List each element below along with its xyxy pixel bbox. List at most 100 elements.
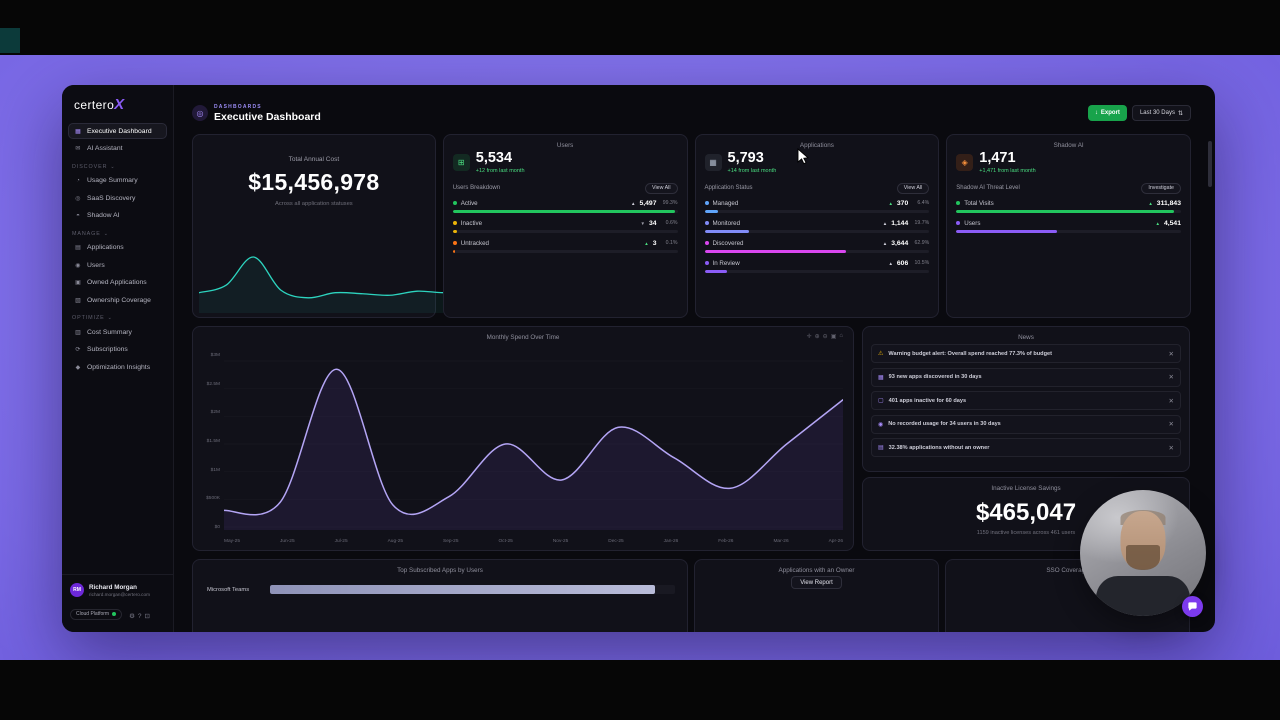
progress-track <box>452 229 678 233</box>
applications-metric: ▦ 5,793 +14 from last month <box>696 135 939 174</box>
dismiss-news-button[interactable]: ✕ <box>1168 374 1174 381</box>
apps-grid-icon[interactable]: ⊡ <box>144 613 150 620</box>
trend-arrow-icon: ▲ <box>882 220 888 226</box>
page-title: Executive Dashboard <box>214 110 321 123</box>
monthly-spend-chart[interactable] <box>224 353 843 530</box>
shadow-ai-row-users[interactable]: Users ▲ 4,541 <box>956 220 1181 233</box>
spend-chart-area <box>224 353 843 530</box>
x-tick-label: Apr-26 <box>828 539 843 544</box>
card-title: SSO Coverage <box>1046 567 1089 574</box>
stat-percent: 62.9% <box>914 240 930 246</box>
sidebar-item-usage-summary[interactable]: ◔ Usage Summary <box>68 173 167 189</box>
chart-tool-icon-4[interactable]: ⌂ <box>839 333 843 339</box>
export-label: Export <box>1100 110 1120 116</box>
news-item: ⚠ Warning budget alert: Overall spend rea… <box>871 344 1181 363</box>
progress-track <box>704 269 930 273</box>
view-report-button[interactable]: View Report <box>791 576 842 589</box>
users-count: 5,534 <box>475 150 513 166</box>
stat-label: Discovered <box>712 239 744 247</box>
user-email: richard.morgan@certero.com <box>89 591 151 597</box>
trend-arrow-icon: ▲ <box>1148 200 1153 206</box>
applications-row-in-review[interactable]: In Review ▲ 606 10.5% <box>704 259 930 273</box>
progress-track <box>452 209 678 213</box>
users-row-inactive[interactable]: Inactive ▼ 34 0.6% <box>452 219 678 233</box>
sidebar-item-label: Cost Summary <box>87 328 132 336</box>
help-icon[interactable]: ? <box>137 613 142 620</box>
shadow-ai-row-total-visits[interactable]: Total Visits ▲ 311,843 <box>956 200 1181 213</box>
sidebar-item-shadow-ai[interactable]: ◓ Shadow AI <box>68 208 167 224</box>
main-content: ◎ DASHBOARDS Executive Dashboard ↓ Expor… <box>174 85 1215 632</box>
view-all-applications-button[interactable]: View All <box>896 182 930 194</box>
chat-fab-button[interactable] <box>1182 596 1203 617</box>
stat-percent: 0.6% <box>665 220 678 226</box>
brand-logo: certero X <box>62 85 173 121</box>
stat-label: Inactive <box>460 219 483 227</box>
applications-row-monitored[interactable]: Monitored ▲ 1,144 19.7% <box>704 220 930 233</box>
platform-badge[interactable]: Cloud Platform <box>70 608 123 620</box>
applications-count: 5,793 <box>727 150 764 166</box>
chart-tool-icon-1[interactable]: ⊕ <box>814 334 820 340</box>
view-all-users-button[interactable]: View All <box>645 182 678 194</box>
sidebar-item-owned-applications[interactable]: ▣ Owned Applications <box>68 275 167 291</box>
card-applications: Applications ▦ 5,793 +14 from last month… <box>694 134 940 318</box>
sidebar-item-cost-summary[interactable]: ▥ Cost Summary <box>68 324 167 340</box>
sidebar-item-label: AI Assistant <box>87 145 123 152</box>
y-tick-label: $1.5M <box>206 438 220 444</box>
top-app-row: Microsoft Teams <box>193 560 687 594</box>
webcam-overlay <box>1080 490 1206 616</box>
chart-tool-icon-3[interactable]: ▣ <box>830 334 837 340</box>
nav-section-manage[interactable]: MANAGE ⌄ <box>72 231 163 237</box>
nav-section-optimize[interactable]: OPTIMIZE ⌄ <box>72 315 163 321</box>
webcam-person-shoulders <box>1096 576 1190 616</box>
dashboard-icon: ◎ <box>192 105 208 121</box>
progress-track <box>704 229 930 233</box>
sidebar-item-optimization-insights[interactable]: ◆ Optimization Insights <box>68 359 167 375</box>
users-row-active[interactable]: Active ▲ 5,497 99.3% <box>452 199 678 213</box>
stat-label: In Review <box>712 259 740 267</box>
card-title: Total Annual Cost <box>288 156 340 163</box>
sidebar-item-users[interactable]: ◉ Users <box>68 257 167 273</box>
users-row-untracked[interactable]: Untracked ▲ 3 0.1% <box>452 240 678 253</box>
stat-percent: 99.3% <box>662 200 678 206</box>
chart-tool-icon-0[interactable]: ✛ <box>806 334 812 340</box>
sidebar-item-subscriptions[interactable]: ⟳ Subscriptions <box>68 342 167 358</box>
applications-row-discovered[interactable]: Discovered ▲ 3,644 62.9% <box>704 239 930 253</box>
nav-section-discover[interactable]: DISCOVER ⌄ <box>72 164 163 170</box>
stat-label: Active <box>460 199 478 207</box>
stat-row-main: Users ▲ 4,541 <box>956 220 1181 227</box>
news-text: No recorded usage for 34 users in 30 day… <box>888 421 1001 427</box>
user-profile[interactable]: RM Richard Morgan richard.morgan@certero… <box>70 583 165 597</box>
date-range-button[interactable]: Last 30 Days ⇅ <box>1131 105 1191 121</box>
progress-fill <box>956 209 1175 213</box>
dismiss-news-button[interactable]: ✕ <box>1168 444 1174 452</box>
progress-fill <box>704 269 727 273</box>
nav-section-label: DISCOVER <box>72 163 108 170</box>
chart-tool-icon-2[interactable]: ⊖ <box>822 334 828 340</box>
sidebar-item-applications[interactable]: ▤ Applications <box>68 240 167 256</box>
gear-icon[interactable]: ⚙ <box>129 613 135 620</box>
sidebar-item-ai-assistant[interactable]: ✉ AI Assistant <box>68 141 167 157</box>
dismiss-news-button[interactable]: ✕ <box>1168 397 1174 405</box>
stat-row-main: Inactive ▼ 34 0.6% <box>452 219 678 227</box>
sidebar-item-executive-dashboard[interactable]: ▦ Executive Dashboard <box>68 123 167 139</box>
status-dot <box>704 201 709 205</box>
dismiss-news-button[interactable]: ✕ <box>1168 421 1174 428</box>
dismiss-news-button[interactable]: ✕ <box>1168 350 1174 358</box>
scrollbar-thumb[interactable] <box>1208 141 1212 187</box>
top-app-label: Microsoft Teams <box>207 586 250 593</box>
brand-text: certero <box>74 98 115 112</box>
export-button[interactable]: ↓ Export <box>1087 105 1127 121</box>
stat-percent: 10.5% <box>914 260 930 266</box>
applications-row-managed[interactable]: Managed ▲ 370 6.4% <box>704 200 930 213</box>
stat-value: 3,644 <box>891 239 909 247</box>
avatar: RM <box>70 583 84 597</box>
card-top-subscribed-apps: Top Subscribed Apps by Users Microsoft T… <box>192 559 688 632</box>
sidebar: certero X ▦ Executive Dashboard ✉ AI Assist… <box>62 85 174 632</box>
sidebar-item-saas-discovery[interactable]: ◎ SaaS Discovery <box>68 190 167 206</box>
stat-row-main: Managed ▲ 370 6.4% <box>704 200 929 207</box>
sidebar-item-ownership-coverage[interactable]: ▧ Ownership Coverage <box>68 292 167 308</box>
card-title: Top Subscribed Apps by Users <box>397 567 483 574</box>
sidebar-item-label: Ownership Coverage <box>87 296 151 304</box>
investigate-button[interactable]: Investigate <box>1141 182 1181 194</box>
application-status-list: Managed ▲ 370 6.4% Monitored ▲ 1,144 19.7% Disco… <box>696 194 939 273</box>
